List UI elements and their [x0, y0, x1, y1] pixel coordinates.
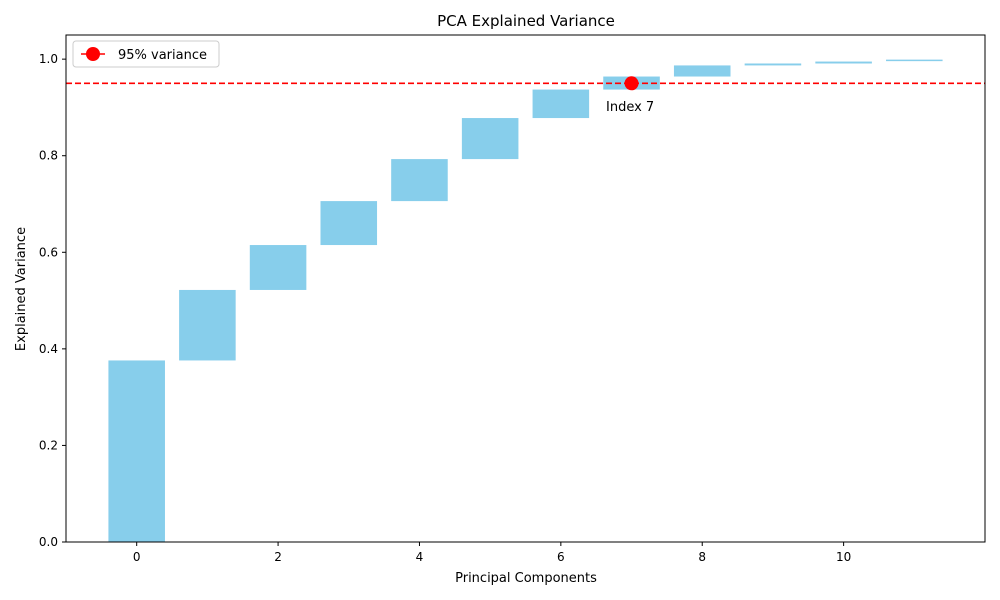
- legend-marker-swatch: [86, 47, 100, 61]
- axes-layer: 0 2 4 6 8 10 0.0 0.2 0.4 0.6 0.8 1.0: [39, 34, 986, 564]
- bar-pc-8: [673, 65, 731, 77]
- x-tick-label: 0: [133, 550, 141, 564]
- y-axis-label: Explained Variance: [14, 227, 29, 351]
- y-tick-label: 0.2: [39, 438, 58, 452]
- x-tick-label: 4: [416, 550, 424, 564]
- x-tick-label: 10: [836, 550, 851, 564]
- legend-frame: [72, 40, 220, 68]
- bar-pc-6: [532, 89, 590, 119]
- y-tick-label: 0.0: [39, 535, 58, 549]
- x-tick-label: 6: [557, 550, 565, 564]
- y-tick-label: 0.6: [39, 245, 58, 259]
- threshold-layer: [66, 76, 985, 91]
- legend-label: 95% variance: [118, 48, 207, 63]
- chart-title: PCA Explained Variance: [437, 12, 615, 30]
- x-axis-label: Principal Components: [455, 571, 597, 586]
- bar-pc-9: [744, 63, 802, 66]
- bar-pc-1: [179, 289, 236, 361]
- annotation-index-7: Index 7: [606, 100, 654, 115]
- plot-frame: [65, 34, 986, 543]
- bar-pc-3: [320, 201, 378, 246]
- bars-layer: [108, 59, 943, 542]
- bar-pc-10: [815, 61, 872, 64]
- y-tick-label: 1.0: [39, 52, 58, 66]
- x-tick-label: 2: [274, 550, 282, 564]
- x-tick-label: 8: [698, 550, 706, 564]
- bar-pc-5: [461, 118, 519, 160]
- bar-pc-2: [249, 245, 307, 290]
- y-tick-label: 0.8: [39, 149, 58, 163]
- bar-pc-11: [886, 59, 943, 62]
- legend: 95% variance: [72, 40, 220, 68]
- bar-pc-4: [391, 159, 448, 202]
- bar-pc-0: [108, 360, 165, 542]
- y-tick-label: 0.4: [39, 342, 58, 356]
- threshold-marker: [624, 76, 639, 91]
